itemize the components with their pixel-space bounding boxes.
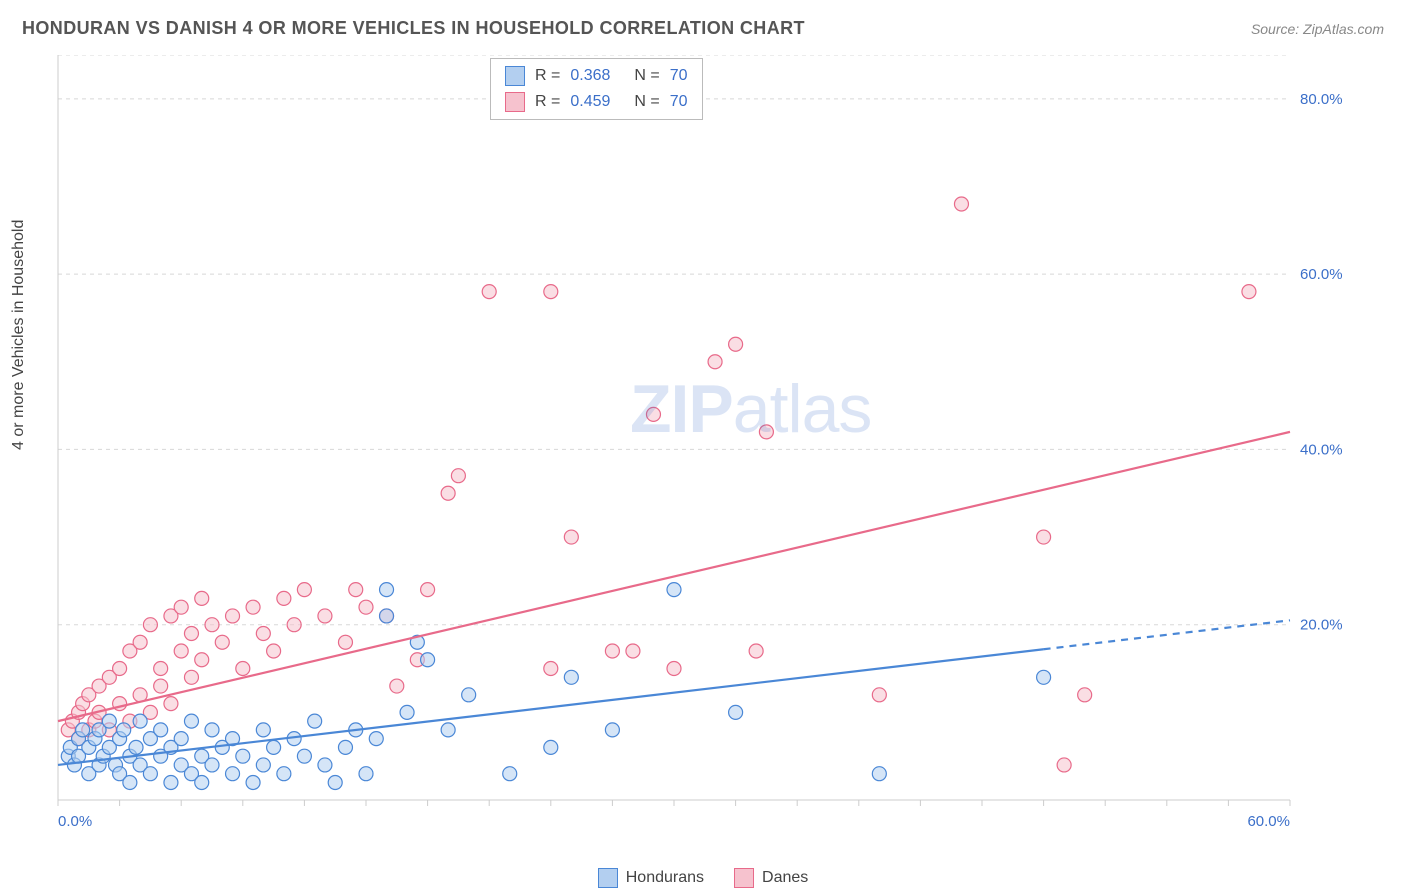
- stat-r-value: 0.459: [570, 93, 610, 111]
- y-tick-label: 40.0%: [1300, 441, 1343, 458]
- y-axis-label: 4 or more Vehicles in Household: [10, 220, 28, 450]
- stat-n-label: N =: [634, 67, 659, 85]
- y-tick-label: 80.0%: [1300, 91, 1343, 108]
- stat-r-label: R =: [535, 93, 560, 111]
- legend-swatch: [505, 66, 525, 86]
- chart-source: Source: ZipAtlas.com: [1251, 21, 1384, 37]
- stat-r-value: 0.368: [570, 67, 610, 85]
- stat-n-value: 70: [670, 93, 688, 111]
- legend-swatch: [734, 868, 754, 888]
- y-tick-label: 60.0%: [1300, 266, 1343, 283]
- y-tick-label: 20.0%: [1300, 617, 1343, 634]
- legend-label: Danes: [762, 869, 808, 887]
- legend-item: Danes: [734, 868, 808, 888]
- legend-swatch: [598, 868, 618, 888]
- chart-title: HONDURAN VS DANISH 4 OR MORE VEHICLES IN…: [22, 18, 805, 39]
- chart-area: 20.0% 40.0% 60.0% 80.0% 0.0% 60.0%: [55, 55, 1345, 835]
- legend-swatch: [505, 92, 525, 112]
- series-legend: Hondurans Danes: [0, 868, 1406, 888]
- stat-n-label: N =: [634, 93, 659, 111]
- x-tick-label: 0.0%: [58, 813, 92, 830]
- stats-row: R = 0.368 N = 70: [491, 63, 702, 89]
- legend-item: Hondurans: [598, 868, 704, 888]
- stat-n-value: 70: [670, 67, 688, 85]
- stats-legend: R = 0.368 N = 70 R = 0.459 N = 70: [490, 58, 703, 120]
- stats-row: R = 0.459 N = 70: [491, 89, 702, 115]
- legend-label: Hondurans: [626, 869, 704, 887]
- x-tick-label: 60.0%: [1247, 813, 1290, 830]
- scatter-plot: 20.0% 40.0% 60.0% 80.0% 0.0% 60.0%: [55, 55, 1345, 835]
- stat-r-label: R =: [535, 67, 560, 85]
